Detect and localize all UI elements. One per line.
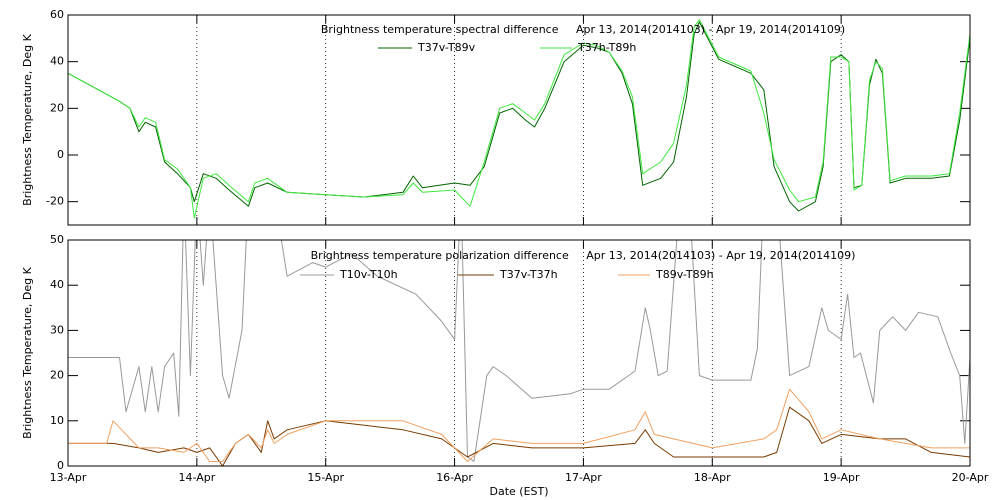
legend-label: T37h-T89h xyxy=(577,41,636,54)
chart-title: Brightness temperature polarization diff… xyxy=(311,249,856,262)
y-tick-label: -20 xyxy=(46,195,64,208)
y-tick-label: 50 xyxy=(50,233,64,246)
legend-label: T10v-T10h xyxy=(339,268,398,281)
y-axis-label: Brightness Temperature, Deg K xyxy=(21,33,34,205)
x-tick-label: 20-Apr xyxy=(952,471,989,484)
y-tick-label: 20 xyxy=(50,369,64,382)
axes-frame xyxy=(67,14,971,226)
legend-label: T37v-T37h xyxy=(499,268,558,281)
y-tick-label: 20 xyxy=(50,101,64,114)
y-axis-label: Brightness Temperature, Deg K xyxy=(21,266,34,438)
x-axis-label: Date (EST) xyxy=(489,485,548,498)
legend-label: T37v-T89v xyxy=(417,41,476,54)
y-tick-label: 60 xyxy=(50,8,64,21)
series-line xyxy=(68,388,970,462)
x-tick-label: 13-Apr xyxy=(50,471,87,484)
y-tick-label: 40 xyxy=(50,278,64,291)
y-tick-label: 0 xyxy=(57,148,64,161)
x-tick-label: 14-Apr xyxy=(178,471,215,484)
series-line xyxy=(68,21,970,212)
x-tick-label: 15-Apr xyxy=(307,471,344,484)
chart-title: Brightness temperature spectral differen… xyxy=(321,23,845,36)
x-tick-label: 17-Apr xyxy=(565,471,602,484)
series-line xyxy=(68,240,970,462)
x-tick-label: 16-Apr xyxy=(436,471,473,484)
series-line xyxy=(68,406,970,466)
y-tick-label: 40 xyxy=(50,55,64,68)
y-tick-label: 0 xyxy=(57,459,64,472)
y-tick-label: 30 xyxy=(50,323,64,336)
plot-area xyxy=(68,19,970,219)
series-line xyxy=(68,19,970,219)
axes-frame xyxy=(67,239,971,467)
plot-area xyxy=(68,240,970,466)
y-tick-label: 10 xyxy=(50,414,64,427)
x-tick-label: 18-Apr xyxy=(694,471,731,484)
legend-label: T89v-T89h xyxy=(655,268,714,281)
x-tick-label: 19-Apr xyxy=(823,471,860,484)
